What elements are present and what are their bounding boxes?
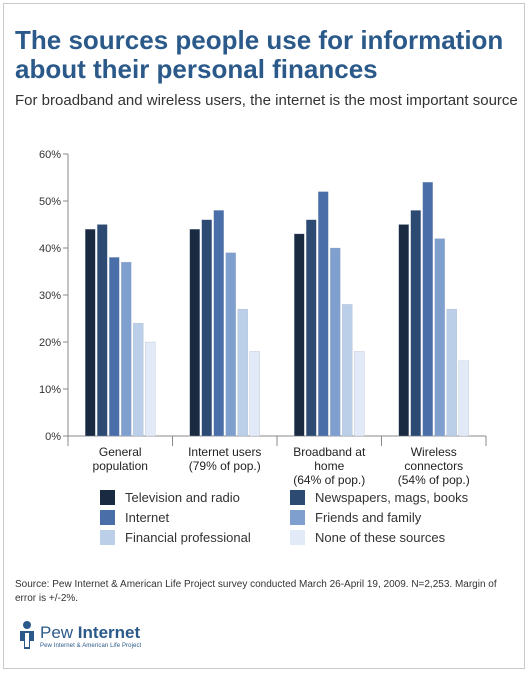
legend-swatch <box>290 530 305 545</box>
bar <box>354 351 365 437</box>
legend-swatch <box>100 530 115 545</box>
y-tick-label: 30% <box>39 290 61 302</box>
y-tick-label: 10% <box>39 384 61 396</box>
x-category-label: home <box>314 459 344 473</box>
bar <box>121 261 132 437</box>
bar <box>294 233 305 437</box>
bar <box>306 219 317 437</box>
x-category-label: Internet users <box>188 445 261 459</box>
y-tick-label: 60% <box>39 149 61 161</box>
bar <box>398 224 409 437</box>
legend-swatch <box>290 510 305 525</box>
x-category-label: Broadband at <box>293 445 366 459</box>
figure-frame <box>3 3 525 669</box>
x-category-label: population <box>93 459 148 473</box>
bar <box>213 210 224 437</box>
x-category-label: (64% of pop.) <box>293 473 365 487</box>
legend-swatch <box>100 510 115 525</box>
x-category-label: Wireless <box>411 445 457 459</box>
bar <box>201 219 212 437</box>
bar <box>109 257 120 437</box>
x-category-label: (54% of pop.) <box>398 473 470 487</box>
y-tick-label: 0% <box>45 431 61 443</box>
legend-item: Friends and family <box>290 510 421 525</box>
bar <box>145 341 156 437</box>
legend-label: Newspapers, mags, books <box>315 490 469 505</box>
x-category-label: connectors <box>404 459 463 473</box>
bar <box>237 308 248 437</box>
bar <box>330 247 341 437</box>
legend-item: Internet <box>100 510 169 525</box>
legend-label: Financial professional <box>125 530 251 545</box>
legend-item: Television and radio <box>100 490 240 505</box>
logo-name: Pew Internet <box>40 623 141 642</box>
bar <box>318 191 329 437</box>
bar <box>85 229 96 437</box>
legend-swatch <box>290 490 305 505</box>
bar <box>446 308 457 437</box>
legend-item: Financial professional <box>100 530 251 545</box>
bar <box>225 252 236 437</box>
bar <box>249 351 260 437</box>
y-tick-label: 50% <box>39 196 61 208</box>
legend-label: None of these sources <box>315 530 446 545</box>
legend-label: Internet <box>125 510 170 525</box>
legend-swatch <box>100 490 115 505</box>
bar <box>434 238 445 437</box>
bar <box>342 304 353 437</box>
bar <box>458 360 469 437</box>
x-category-label: General <box>99 445 142 459</box>
bar <box>97 224 108 437</box>
x-category-label: (79% of pop.) <box>189 459 261 473</box>
bar <box>189 229 200 437</box>
legend-item: Newspapers, mags, books <box>290 490 468 505</box>
chart-title: The sources people use for information a… <box>15 25 504 84</box>
chart-subtitle: For broadband and wireless users, the in… <box>15 92 518 109</box>
legend-label: Television and radio <box>125 490 240 505</box>
y-tick-label: 20% <box>39 337 61 349</box>
y-tick-label: 40% <box>39 243 61 255</box>
pew-logo-icon <box>20 621 34 649</box>
legend-label: Friends and family <box>315 510 422 525</box>
logo-tagline: Pew Internet & American Life Project <box>40 643 142 649</box>
bar <box>422 182 433 437</box>
bar <box>410 210 421 437</box>
legend-item: None of these sources <box>290 530 445 545</box>
source-note: Source: Pew Internet & American Life Pro… <box>15 579 497 604</box>
bar <box>133 323 144 437</box>
